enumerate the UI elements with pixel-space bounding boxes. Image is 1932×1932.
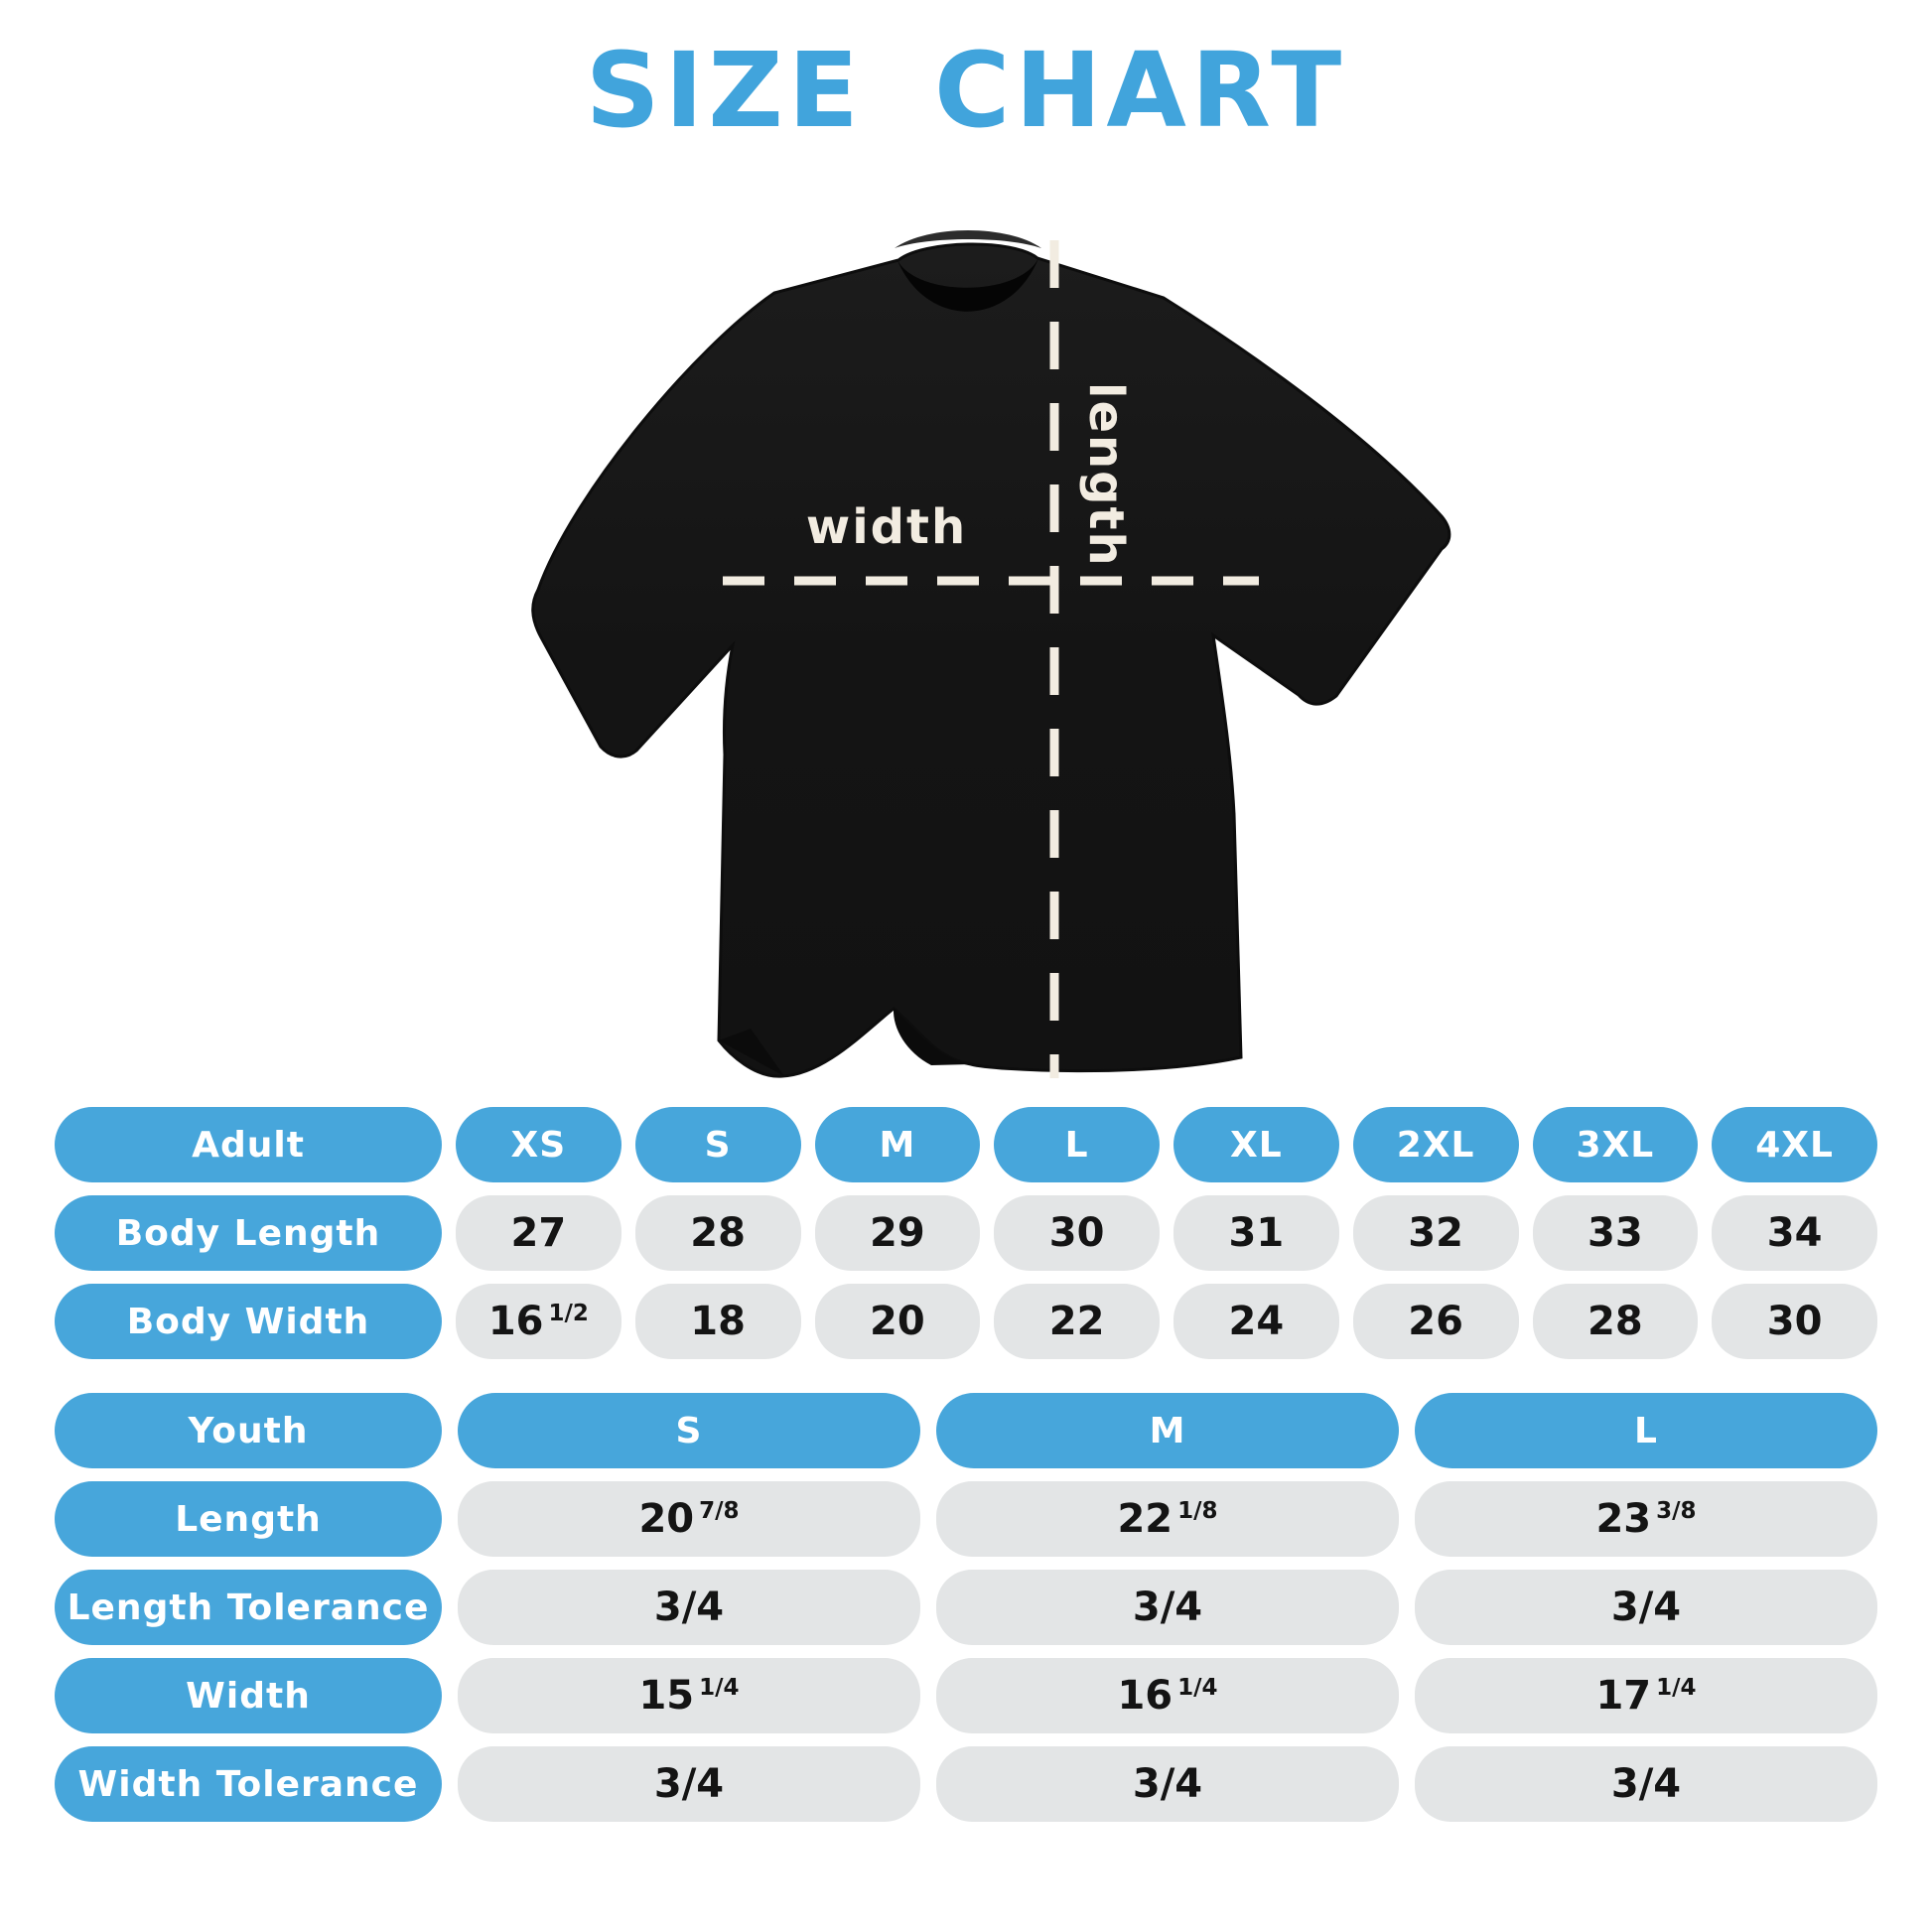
table-cell: 15 1/4: [458, 1658, 920, 1733]
table-cell: 24: [1173, 1284, 1339, 1359]
adult-size-header: XL: [1173, 1107, 1339, 1182]
page-title: SIZE CHART: [585, 30, 1347, 151]
table-cell: 3/4: [936, 1746, 1399, 1822]
table-cell: 23 3/8: [1415, 1481, 1877, 1557]
table-cell: 3/4: [458, 1746, 920, 1822]
table-cell: 16 1/2: [456, 1284, 621, 1359]
adult-size-header: L: [994, 1107, 1160, 1182]
width-label: width: [806, 499, 967, 555]
hem-fold-shadow: [893, 1009, 971, 1065]
youth-size-header: M: [936, 1393, 1399, 1468]
youth-table-title: Youth: [55, 1393, 442, 1468]
row-label-length: Length: [55, 1481, 442, 1557]
row-label-body-width: Body Width: [55, 1284, 442, 1359]
length-label: length: [1078, 382, 1134, 568]
tshirt-collar-opening: [897, 256, 1039, 312]
table-cell: 34: [1712, 1195, 1877, 1271]
adult-size-header: M: [814, 1107, 981, 1182]
table-cell: 29: [814, 1195, 981, 1271]
youth-size-header: S: [458, 1393, 920, 1468]
adult-size-header: 3XL: [1532, 1107, 1699, 1182]
adult-size-table: Adult XS S M L XL 2XL 3XL 4XL Body Lengt…: [55, 1107, 1877, 1359]
table-cell: 18: [634, 1284, 801, 1359]
adult-size-header: 2XL: [1352, 1107, 1519, 1182]
table-cell: 30: [994, 1195, 1160, 1271]
tshirt-measurement-diagram: width length: [531, 230, 1451, 1078]
table-cell: 17 1/4: [1415, 1658, 1877, 1733]
row-label-width-tolerance: Width Tolerance: [55, 1746, 442, 1822]
table-cell: 31: [1173, 1195, 1339, 1271]
table-cell: 32: [1352, 1195, 1519, 1271]
adult-table-title: Adult: [55, 1107, 442, 1182]
row-label-width: Width: [55, 1658, 442, 1733]
adult-size-header: S: [634, 1107, 801, 1182]
table-cell: 27: [456, 1195, 621, 1271]
tshirt-collar: [895, 230, 1041, 248]
table-cell: 3/4: [936, 1570, 1399, 1645]
row-label-length-tolerance: Length Tolerance: [55, 1570, 442, 1645]
table-cell: 20 7/8: [458, 1481, 920, 1557]
table-cell: 22: [994, 1284, 1160, 1359]
table-cell: 26: [1352, 1284, 1519, 1359]
adult-size-header: 4XL: [1712, 1107, 1877, 1182]
table-cell: 30: [1712, 1284, 1877, 1359]
tshirt-graphic: [531, 242, 1451, 1078]
row-label-body-length: Body Length: [55, 1195, 442, 1271]
table-cell: 3/4: [1415, 1746, 1877, 1822]
table-cell: 20: [814, 1284, 981, 1359]
table-cell: 28: [634, 1195, 801, 1271]
youth-size-header: L: [1415, 1393, 1877, 1468]
youth-size-table: Youth S M L Length 20 7/8 22 1/8 23 3/8 Len…: [55, 1393, 1877, 1822]
table-cell: 3/4: [1415, 1570, 1877, 1645]
table-cell: 16 1/4: [936, 1658, 1399, 1733]
table-cell: 3/4: [458, 1570, 920, 1645]
table-cell: 28: [1532, 1284, 1699, 1359]
table-cell: 33: [1532, 1195, 1699, 1271]
table-cell: 22 1/8: [936, 1481, 1399, 1557]
adult-size-header: XS: [456, 1107, 621, 1182]
hem-fold-shadow: [719, 1029, 784, 1076]
